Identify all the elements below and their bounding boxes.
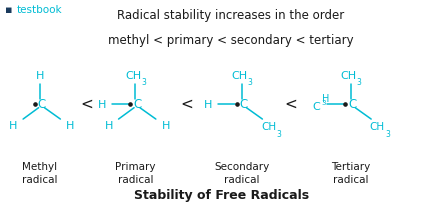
- Text: H: H: [9, 121, 17, 131]
- Text: <: <: [285, 97, 297, 111]
- Text: Tertiary
radical: Tertiary radical: [331, 162, 370, 184]
- Text: Primary
radical: Primary radical: [115, 162, 156, 184]
- Text: H: H: [98, 99, 106, 109]
- Text: H: H: [204, 99, 212, 109]
- Text: <: <: [80, 97, 93, 111]
- Text: H: H: [322, 93, 329, 103]
- Text: C: C: [312, 101, 320, 111]
- Text: C: C: [38, 98, 46, 110]
- Text: methyl < primary < secondary < tertiary: methyl < primary < secondary < tertiary: [108, 34, 354, 47]
- Text: C: C: [133, 98, 141, 110]
- Text: 3: 3: [357, 78, 361, 87]
- Text: H: H: [36, 70, 44, 80]
- Text: 3: 3: [248, 78, 252, 87]
- Text: Secondary
radical: Secondary radical: [214, 162, 270, 184]
- Text: CH: CH: [370, 122, 385, 132]
- Text: ▪: ▪: [5, 5, 13, 15]
- Text: H: H: [105, 121, 113, 131]
- Text: Radical stability increases in the order: Radical stability increases in the order: [117, 9, 345, 22]
- Text: Stability of Free Radicals: Stability of Free Radicals: [135, 188, 309, 201]
- Text: 3: 3: [386, 129, 390, 138]
- Text: <: <: [180, 97, 193, 111]
- Text: 3: 3: [141, 78, 146, 87]
- Text: testbook: testbook: [17, 5, 63, 15]
- Text: CH: CH: [341, 70, 357, 80]
- Text: C: C: [240, 98, 248, 110]
- Text: H: H: [162, 121, 170, 131]
- Text: CH: CH: [261, 122, 276, 132]
- Text: 3: 3: [277, 129, 281, 138]
- Text: 3: 3: [322, 100, 326, 106]
- Text: CH: CH: [232, 70, 248, 80]
- Text: H: H: [66, 121, 74, 131]
- Text: C: C: [349, 98, 357, 110]
- Text: CH: CH: [125, 70, 141, 80]
- Text: Methyl
radical: Methyl radical: [22, 162, 58, 184]
